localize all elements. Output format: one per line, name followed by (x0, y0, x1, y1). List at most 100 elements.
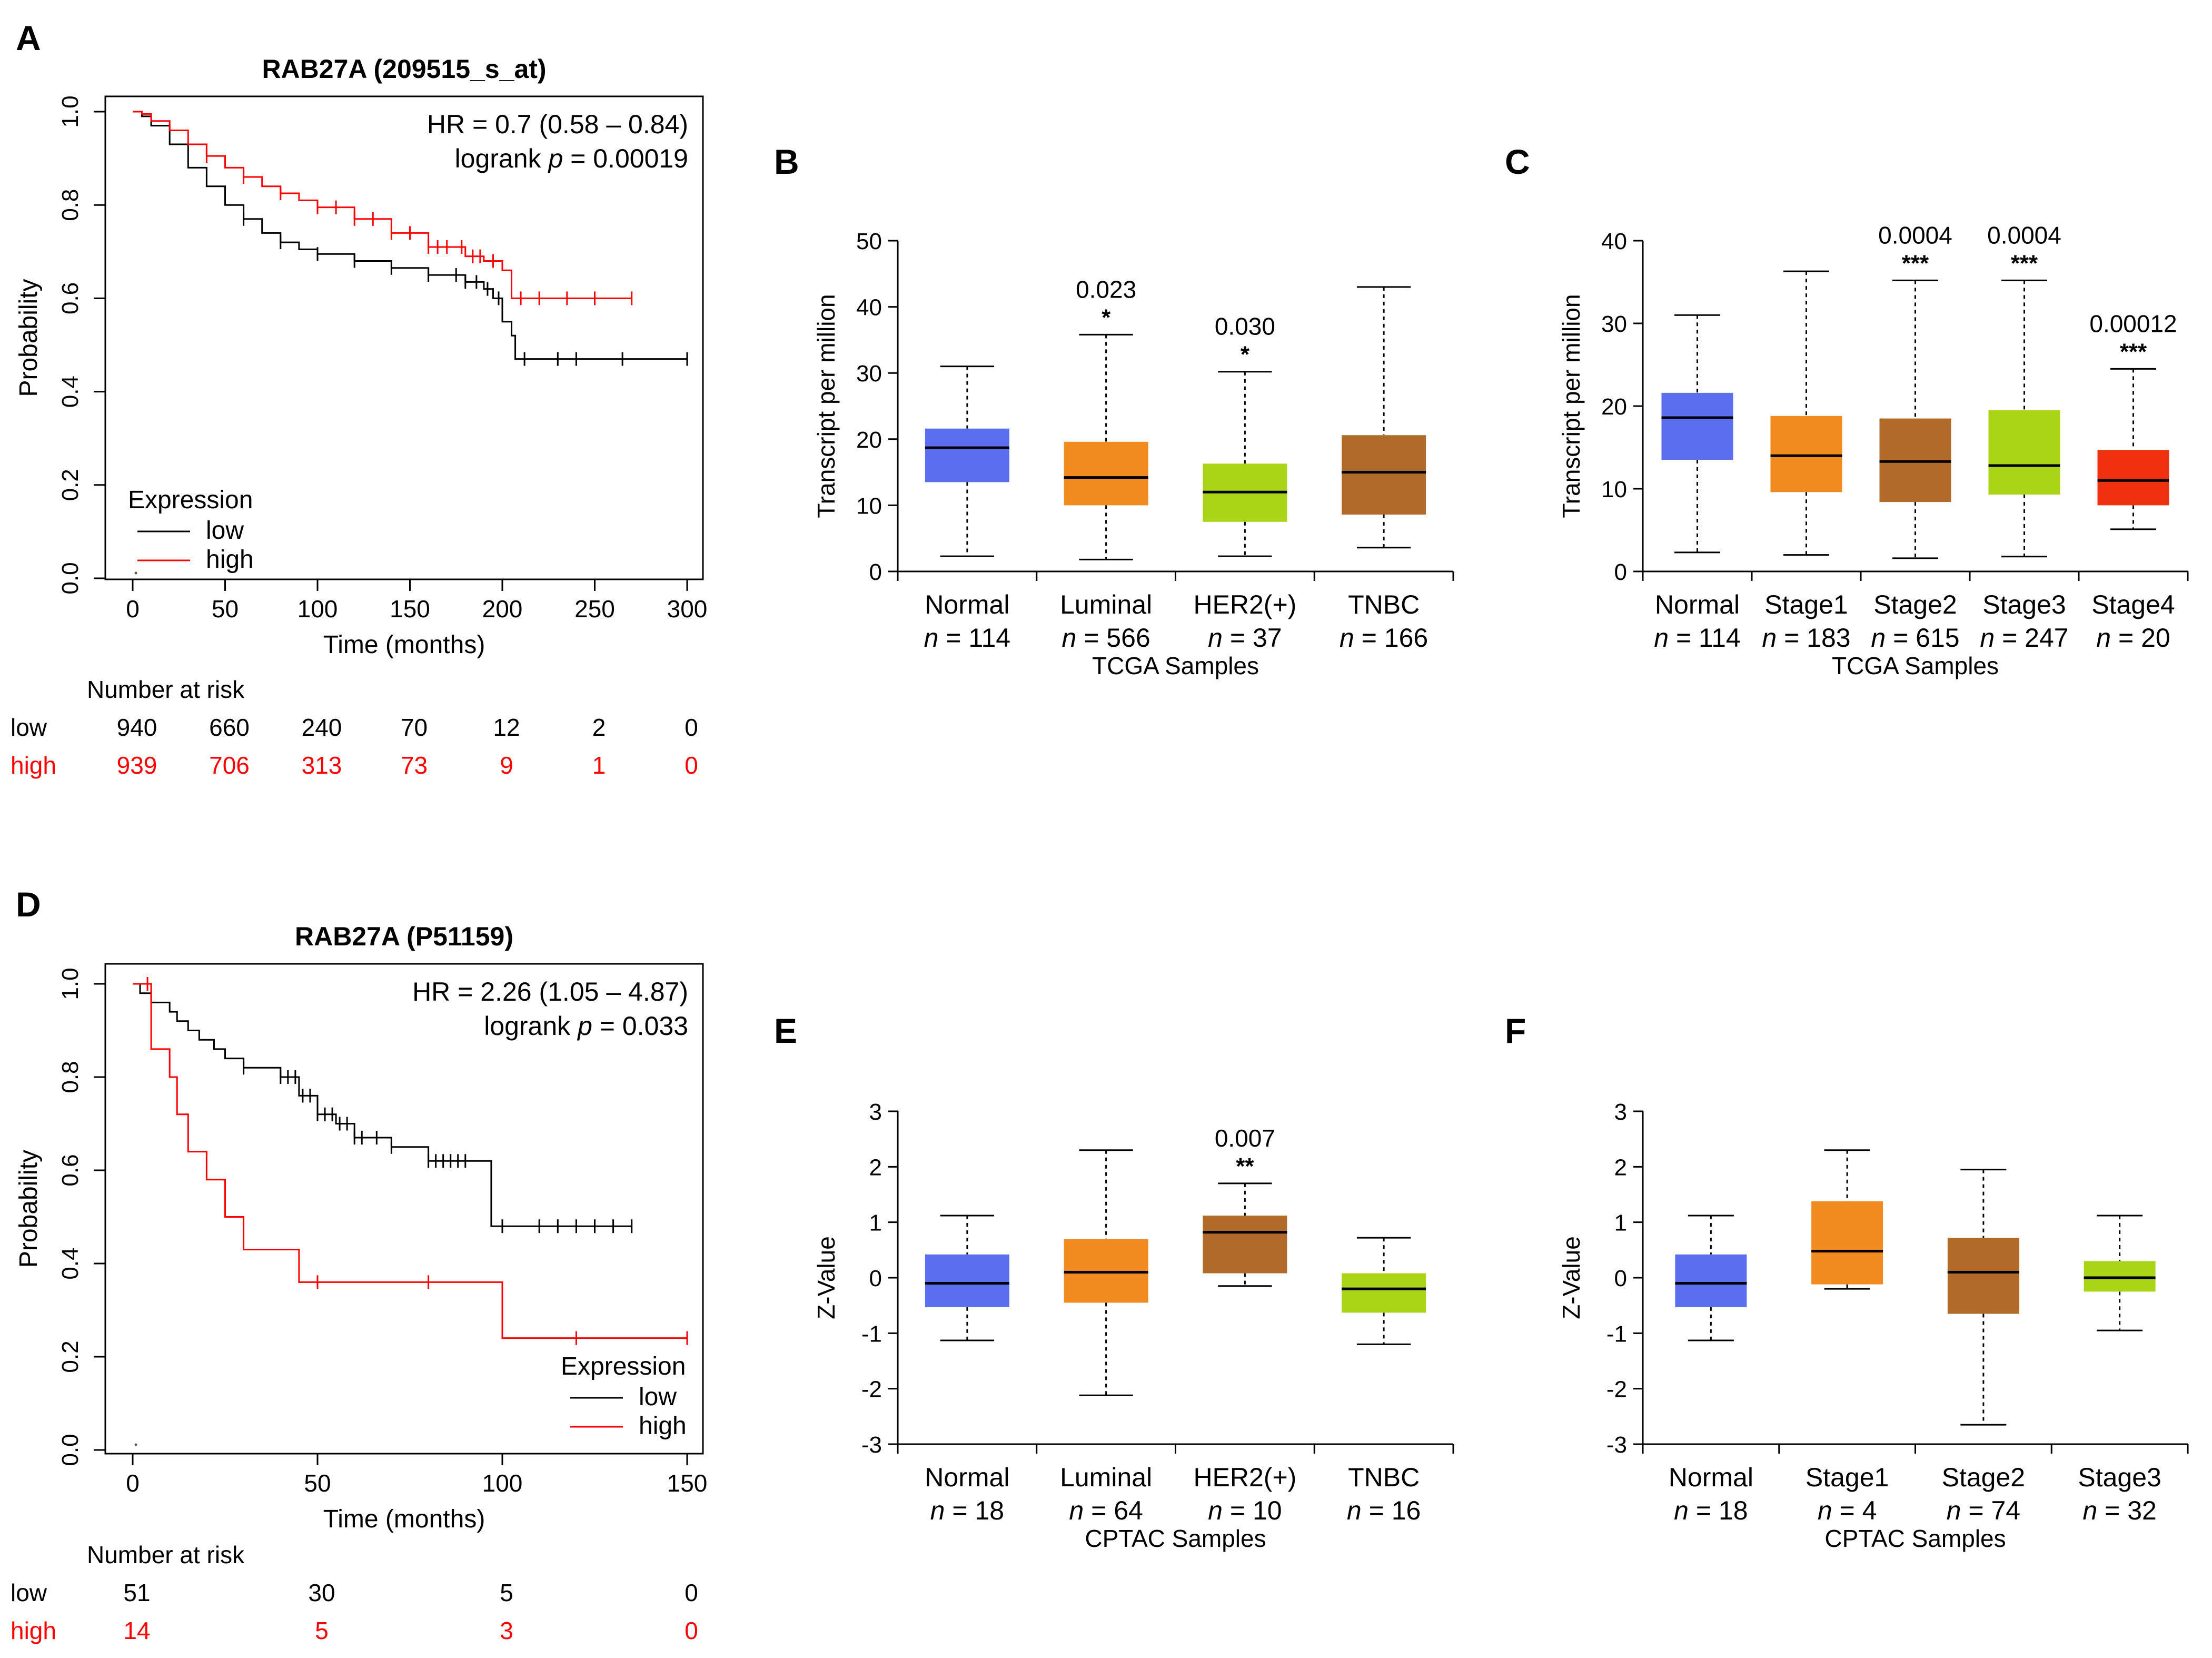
box-iqr (1947, 1238, 2019, 1314)
box-y-tick-label: -2 (1606, 1377, 1627, 1403)
box-significance-stars: * (1102, 304, 1111, 330)
km-hazard-ratio: HR = 0.7 (0.58 – 0.84) (427, 110, 688, 139)
box-iqr (1661, 392, 1733, 460)
risk-value: 240 (302, 714, 342, 741)
km-x-axis-label: Time (months) (323, 631, 485, 659)
box-y-tick-label: 50 (856, 229, 882, 254)
box-group-label: Stage3 (1982, 590, 2066, 619)
risk-value: 12 (493, 714, 520, 741)
box-y-tick-label: 20 (1601, 394, 1627, 420)
x-tick-label: 0 (126, 595, 140, 623)
risk-value: 5 (315, 1617, 329, 1644)
risk-value: 0 (685, 1579, 698, 1606)
box-group-label: TNBC (1348, 1463, 1420, 1492)
km-title: RAB27A (P51159) (295, 922, 513, 951)
box-p-value: 0.023 (1076, 275, 1136, 303)
risk-value: 706 (209, 752, 250, 779)
box-group-label: Stage3 (2078, 1463, 2161, 1492)
box-y-tick-label: 0 (1614, 1266, 1627, 1291)
box-group-her2: *0.030 HER2(+) n = 37 (1193, 313, 1296, 653)
risk-table-header: Number at risk (87, 676, 245, 703)
box-significance-stars: *** (2011, 250, 2038, 276)
x-tick-label: 100 (297, 595, 338, 623)
km-origin-dot (134, 1443, 137, 1446)
box-x-axis-label: CPTAC Samples (1085, 1525, 1266, 1552)
risk-value: 3 (500, 1617, 513, 1644)
box-group-count: n = 4 (1818, 1496, 1877, 1525)
box-iqr (1342, 435, 1426, 515)
km-legend-label-high: high (206, 546, 254, 574)
panel-label-e: E (774, 1011, 797, 1050)
box-group-label: TNBC (1348, 590, 1420, 619)
box-group-count: n = 615 (1871, 623, 1959, 653)
km-legend-label-low: low (639, 1383, 677, 1411)
x-tick-label: 150 (390, 595, 430, 623)
box-group-count: n = 114 (924, 623, 1011, 653)
panel-label-b: B (774, 142, 799, 181)
box-y-tick-label: -3 (861, 1432, 882, 1458)
km-legend-title: Expression (561, 1353, 686, 1380)
km-y-axis-label: Probability (15, 1150, 43, 1268)
risk-value: 70 (401, 714, 428, 741)
box-group-count: n = 566 (1062, 623, 1150, 653)
box-group-label: HER2(+) (1193, 1463, 1296, 1492)
box-group-count: n = 18 (1674, 1496, 1748, 1525)
box-group-count: n = 247 (1980, 623, 2068, 653)
km-panel-a: RAB27A (209515_s_at) 0.0 0.2 0.4 0.6 0.8 1.0 0 5… (11, 54, 707, 779)
box-group-count: n = 18 (930, 1496, 1004, 1525)
risk-value: 0 (685, 714, 698, 741)
risk-value: 14 (123, 1617, 150, 1644)
box-group-count: n = 32 (2082, 1496, 2156, 1525)
box-y-tick-label: -3 (1606, 1432, 1627, 1458)
y-tick-label: 0.2 (57, 469, 83, 501)
box-y-tick-label: 2 (869, 1154, 882, 1180)
box-group-normal: Normal n = 114 (924, 366, 1011, 653)
y-tick-label: 0.4 (57, 376, 83, 408)
box-group-stage3: Stage3 n = 32 (2078, 1215, 2161, 1525)
y-tick-label: 0.8 (57, 189, 83, 221)
y-tick-label: 0.6 (57, 282, 83, 314)
box-p-value: 0.030 (1215, 313, 1275, 340)
risk-table-header: Number at risk (87, 1541, 245, 1568)
box-group-luminal: Luminal n = 64 (1060, 1149, 1152, 1525)
x-tick-label: 50 (212, 595, 239, 623)
km-legend-label-low: low (206, 517, 244, 545)
box-p-value: 0.0004 (1987, 221, 2061, 249)
box-group-normal: Normal n = 18 (1669, 1215, 1753, 1525)
x-tick-label: 150 (667, 1469, 708, 1497)
box-x-axis-label: TCGA Samples (1092, 652, 1259, 679)
y-tick-label: 1.0 (57, 968, 83, 1000)
box-panel-f: -3 -2 -1 0 1 2 3 Z-Value CPTAC Samples Normal n = … (1558, 1099, 2189, 1552)
box-iqr (1988, 410, 2060, 495)
box-significance-stars: *** (2120, 339, 2147, 364)
box-y-tick-label: 40 (856, 295, 882, 321)
box-group-stage1: Stage1 n = 4 (1806, 1149, 1889, 1525)
box-group-count: n = 20 (2096, 623, 2170, 653)
km-logrank-p: logrank p = 0.033 (484, 1011, 688, 1041)
risk-value: 30 (308, 1579, 335, 1606)
box-iqr (925, 1254, 1009, 1307)
box-group-count: n = 74 (1947, 1496, 2020, 1525)
panel-label-f: F (1505, 1011, 1526, 1050)
box-iqr (1064, 1239, 1148, 1303)
y-tick-label: 0.0 (57, 562, 83, 594)
box-group-count: n = 16 (1347, 1496, 1421, 1525)
box-y-axis-label: Z-Value (812, 1236, 840, 1319)
box-group-stage1: Stage1 n = 183 (1762, 270, 1851, 653)
box-group-stage4: ***0.00012 Stage4 n = 20 (2089, 310, 2177, 653)
box-y-tick-label: 3 (869, 1099, 882, 1125)
box-y-tick-label: 10 (856, 493, 882, 519)
x-tick-label: 100 (482, 1469, 523, 1497)
box-y-tick-label: 0 (1614, 559, 1627, 585)
km-curve-high (133, 983, 687, 1339)
box-y-axis-label: Transcript per million (812, 294, 840, 518)
box-group-label: Luminal (1060, 1463, 1152, 1492)
panel-label-d: D (16, 885, 41, 924)
x-tick-label: 50 (304, 1469, 331, 1497)
box-p-value: 0.007 (1215, 1124, 1275, 1152)
panel-label-c: C (1505, 142, 1530, 181)
box-significance-stars: * (1241, 342, 1250, 368)
box-group-count: n = 37 (1208, 623, 1282, 653)
km-legend-title: Expression (128, 486, 253, 514)
